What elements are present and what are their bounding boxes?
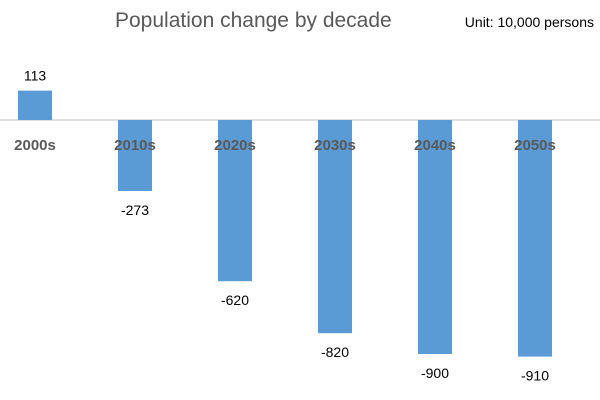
data-label-2030s: -820 bbox=[321, 344, 349, 360]
bar-2000s bbox=[18, 90, 52, 120]
bar-2010s bbox=[118, 120, 152, 191]
x-tick-label-2020s: 2020s bbox=[214, 137, 256, 154]
bar-2040s bbox=[418, 120, 452, 354]
bar-2030s bbox=[318, 120, 352, 334]
chart-title: Population change by decade bbox=[115, 9, 392, 32]
data-label-2050s: -910 bbox=[521, 368, 549, 384]
data-label-2000s: 113 bbox=[24, 68, 47, 84]
x-tick-label-2030s: 2030s bbox=[314, 137, 356, 154]
bar-2050s bbox=[518, 120, 552, 357]
bar-2020s bbox=[218, 120, 252, 282]
x-tick-label-2040s: 2040s bbox=[414, 137, 456, 154]
data-label-2040s: -900 bbox=[421, 365, 449, 381]
unit-note: Unit: 10,000 persons bbox=[464, 14, 594, 30]
data-label-2010s: -273 bbox=[121, 202, 149, 218]
x-tick-label-2010s: 2010s bbox=[114, 137, 156, 154]
x-tick-label-2050s: 2050s bbox=[514, 137, 556, 154]
x-tick-label-2000s: 2000s bbox=[14, 137, 56, 154]
data-label-2020s: -620 bbox=[221, 292, 249, 308]
